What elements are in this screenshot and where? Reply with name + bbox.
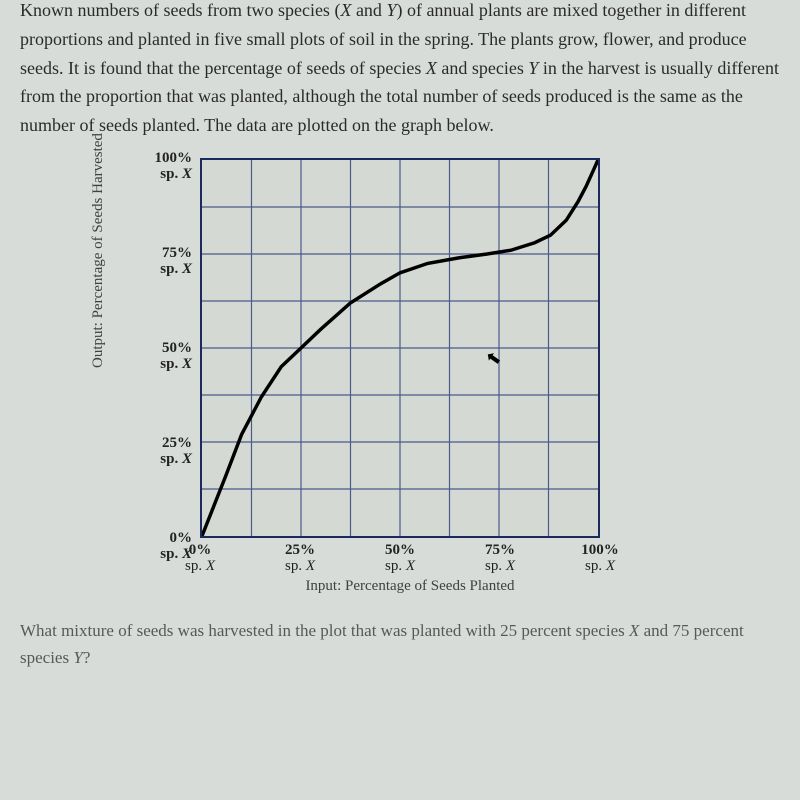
x-tick-label: 50%sp. X: [370, 542, 430, 575]
chart-container: Output: Percentage of Seeds Harvested 0%…: [130, 158, 690, 595]
question-text: What mixture of seeds was harvested in t…: [20, 617, 780, 671]
y-tick-label: 100%sp. X: [130, 150, 192, 183]
y-tick-label: 50%sp. X: [130, 340, 192, 373]
x-axis-title: Input: Percentage of Seeds Planted: [130, 578, 690, 595]
y-tick-label: 75%sp. X: [130, 245, 192, 278]
chart-plot-area: ⬉: [200, 158, 600, 538]
x-tick-label: 100%sp. X: [570, 542, 630, 575]
problem-text: Known numbers of seeds from two species …: [20, 0, 780, 140]
x-tick-label: 0%sp. X: [170, 542, 230, 575]
x-tick-label: 75%sp. X: [470, 542, 530, 575]
x-tick-label: 25%sp. X: [270, 542, 330, 575]
y-axis-title: Output: Percentage of Seeds Harvested: [90, 133, 107, 368]
y-tick-label: 25%sp. X: [130, 435, 192, 468]
